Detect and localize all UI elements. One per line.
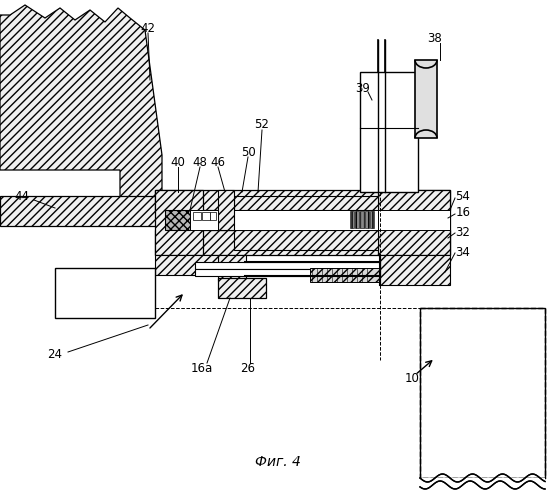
Polygon shape <box>360 72 418 192</box>
Polygon shape <box>190 210 218 230</box>
Text: 44: 44 <box>14 190 29 203</box>
Polygon shape <box>155 190 450 210</box>
Polygon shape <box>420 308 545 478</box>
Polygon shape <box>202 212 210 220</box>
Polygon shape <box>310 268 380 282</box>
Text: 26: 26 <box>240 362 255 374</box>
Polygon shape <box>193 212 201 220</box>
Polygon shape <box>370 211 374 228</box>
Polygon shape <box>0 5 162 218</box>
Text: 40: 40 <box>170 156 185 168</box>
Polygon shape <box>165 210 190 230</box>
Text: 16a: 16a <box>191 362 213 374</box>
Polygon shape <box>365 211 369 228</box>
Polygon shape <box>0 196 162 226</box>
Text: 52: 52 <box>255 118 269 132</box>
Polygon shape <box>218 255 246 280</box>
Polygon shape <box>155 230 450 255</box>
Polygon shape <box>218 278 266 298</box>
Polygon shape <box>350 211 354 228</box>
Polygon shape <box>415 60 437 138</box>
Text: 42: 42 <box>140 22 155 35</box>
Polygon shape <box>210 212 216 220</box>
Text: 10: 10 <box>405 372 420 384</box>
Polygon shape <box>155 190 203 255</box>
Bar <box>420 308 545 478</box>
Polygon shape <box>195 262 380 269</box>
Polygon shape <box>203 210 450 230</box>
Text: 39: 39 <box>356 82 370 94</box>
Text: 34: 34 <box>456 246 471 258</box>
Text: 16: 16 <box>456 206 471 218</box>
Polygon shape <box>155 255 218 275</box>
Text: 54: 54 <box>456 190 471 202</box>
Polygon shape <box>360 211 364 228</box>
Text: 24: 24 <box>48 348 63 362</box>
Text: 32: 32 <box>456 226 471 238</box>
Polygon shape <box>378 190 450 255</box>
Polygon shape <box>234 196 378 210</box>
Polygon shape <box>234 210 378 230</box>
Text: Фиг. 4: Фиг. 4 <box>255 455 301 469</box>
Text: 48: 48 <box>193 156 208 168</box>
Text: 46: 46 <box>210 156 225 168</box>
Polygon shape <box>218 190 234 230</box>
Polygon shape <box>420 478 545 500</box>
Polygon shape <box>234 230 378 250</box>
Text: 50: 50 <box>241 146 255 158</box>
Text: 38: 38 <box>427 32 442 44</box>
Polygon shape <box>55 268 155 318</box>
Polygon shape <box>355 211 359 228</box>
Polygon shape <box>380 255 450 285</box>
Polygon shape <box>195 269 380 276</box>
